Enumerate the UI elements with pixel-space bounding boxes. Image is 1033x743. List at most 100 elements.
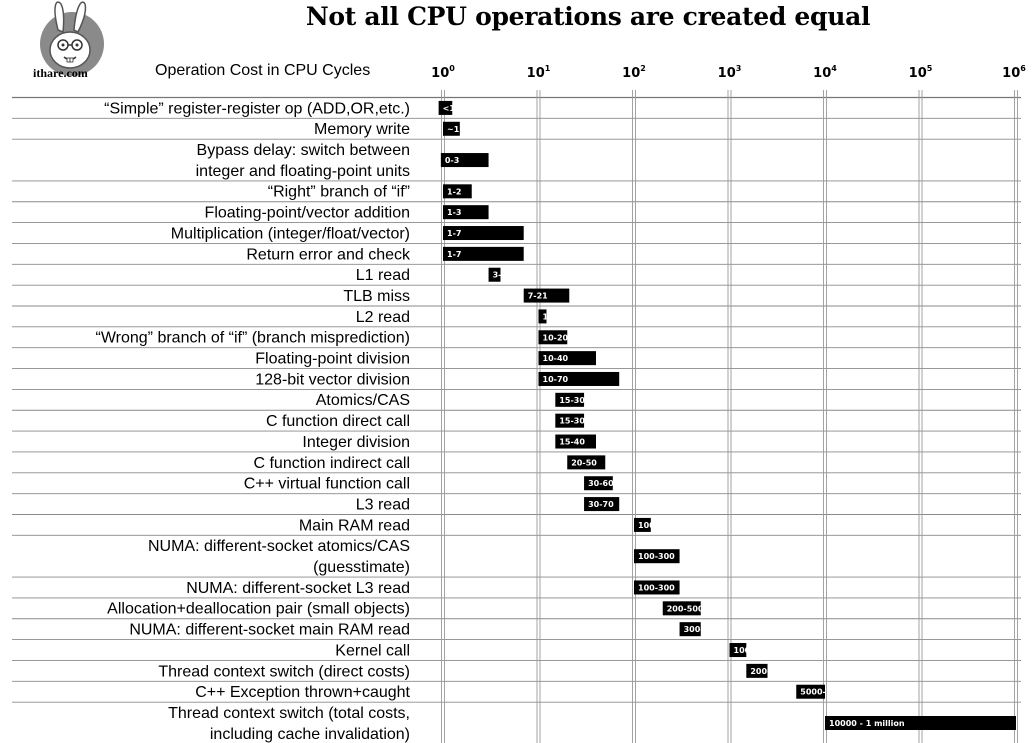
- row-label: C++ virtual function call: [244, 476, 410, 493]
- row-label: (guesstimate): [313, 559, 410, 576]
- bar-value-label: 1-2: [447, 187, 461, 196]
- bar: [567, 455, 606, 470]
- row-label: Bypass delay: switch between: [197, 142, 410, 159]
- tick-label: 106: [1002, 64, 1026, 81]
- bar-value-label: 2000: [750, 667, 773, 676]
- bar-value-label: 0-3: [445, 156, 459, 165]
- bar-value-label: ~1: [447, 125, 460, 134]
- row-label: Return error and check: [246, 246, 411, 263]
- bar-value-label: 100-300: [638, 552, 675, 561]
- bar: [538, 330, 568, 345]
- row-label: TLB miss: [343, 288, 410, 305]
- bar-value-label: 10-40: [543, 354, 569, 363]
- bar: [538, 371, 620, 386]
- row-label: Atomics/CAS: [316, 392, 410, 409]
- bar: [729, 643, 747, 658]
- row-label: L3 read: [356, 496, 410, 513]
- row-label: Multiplication (integer/float/vector): [171, 225, 410, 242]
- bar-value-label: 30-70: [588, 500, 614, 509]
- bar-value-label: 100-300: [638, 583, 675, 592]
- tick-exponent: 2: [640, 64, 646, 73]
- row-label: NUMA: different-socket atomics/CAS: [148, 538, 410, 555]
- bar-value-label: 30-60: [588, 479, 614, 488]
- bar: [443, 246, 524, 261]
- row-label: NUMA: different-socket main RAM read: [129, 622, 410, 639]
- row-label: “Right” branch of “if”: [268, 184, 410, 201]
- tick-base: 10: [527, 66, 545, 81]
- bar: [662, 601, 701, 616]
- site-name[interactable]: ithare.com: [33, 66, 88, 80]
- row-label: integer and floating-point units: [196, 163, 410, 180]
- row-label: Main RAM read: [299, 517, 410, 534]
- bar: [634, 580, 680, 595]
- bar: [555, 413, 585, 428]
- axis-label: Operation Cost in CPU Cycles: [155, 62, 371, 79]
- bar: [538, 351, 596, 366]
- grid: [12, 90, 1021, 743]
- bar-value-label: 10-20: [543, 333, 569, 342]
- bar: [440, 153, 489, 168]
- tick-exponent: 1: [545, 64, 551, 73]
- tick-label: 104: [813, 64, 837, 81]
- row-label: 128-bit vector division: [255, 371, 410, 388]
- row-label: Kernel call: [335, 642, 410, 659]
- x-ticks: 100 101 102 103 104 105 106: [431, 64, 1026, 81]
- tick-exponent: 5: [927, 64, 933, 73]
- bar-value-label: 20-50: [571, 458, 597, 467]
- tick-label: 101: [527, 64, 551, 81]
- bar-value-label: 10-70: [543, 375, 569, 384]
- bar: [443, 226, 524, 241]
- tick-exponent: 4: [831, 64, 837, 73]
- rows: “Simple” register-register op (ADD,OR,et…: [96, 100, 1016, 743]
- bar-value-label: 15-40: [559, 438, 585, 447]
- bar-value-label: 10000 - 1 million: [829, 719, 905, 728]
- row-label: L1 read: [356, 267, 410, 284]
- bar: [825, 716, 1016, 730]
- bar-value-label: 1-7: [447, 229, 461, 238]
- bar-value-label: 1-3: [447, 208, 461, 217]
- tick-base: 10: [622, 66, 640, 81]
- bar: [679, 622, 701, 637]
- bar: [796, 684, 825, 699]
- tick-label: 100: [431, 64, 455, 81]
- bar-value-label: 100-150: [638, 521, 675, 530]
- bar-value-label: 10-12: [543, 312, 569, 321]
- bar: [746, 663, 768, 678]
- tick-base: 10: [909, 66, 927, 81]
- chart-title: Not all CPU operations are created equal: [305, 2, 871, 31]
- row-label: Thread context switch (direct costs): [158, 663, 410, 680]
- bar: [555, 434, 596, 449]
- tick-label: 102: [622, 64, 646, 81]
- bar: [538, 309, 547, 324]
- row-label: L2 read: [356, 309, 410, 326]
- bar: [634, 549, 680, 564]
- tick-base: 10: [431, 66, 449, 81]
- bar-value-label: 3-4: [493, 271, 508, 280]
- bar: [634, 517, 651, 532]
- bar: [523, 288, 570, 303]
- bar-value-label: 15-30: [559, 417, 585, 426]
- row-label: C function direct call: [266, 413, 410, 430]
- tick-exponent: 6: [1020, 64, 1026, 73]
- bunny-logo-icon: [40, 1, 104, 76]
- row-label: C++ Exception thrown+caught: [195, 684, 410, 701]
- row-label: NUMA: different-socket L3 read: [186, 580, 410, 597]
- bar: [443, 205, 489, 220]
- bar: [443, 184, 472, 199]
- row-label: Floating-point/vector addition: [205, 205, 410, 222]
- tick-base: 10: [813, 66, 831, 81]
- bar-value-label: 300-500: [684, 625, 721, 634]
- row-label: Thread context switch (total costs,: [168, 705, 410, 722]
- bar: [488, 267, 501, 282]
- tick-label: 103: [718, 64, 742, 81]
- tick-exponent: 0: [449, 64, 455, 73]
- bar: [584, 497, 620, 512]
- bar: [584, 476, 613, 491]
- bar-value-label: 5000-10000: [800, 688, 854, 697]
- bar-value-label: 7-21: [528, 292, 548, 301]
- bar: [438, 100, 453, 115]
- row-label: C function indirect call: [253, 455, 410, 472]
- row-label: Memory write: [314, 121, 410, 138]
- tick-exponent: 3: [736, 64, 742, 73]
